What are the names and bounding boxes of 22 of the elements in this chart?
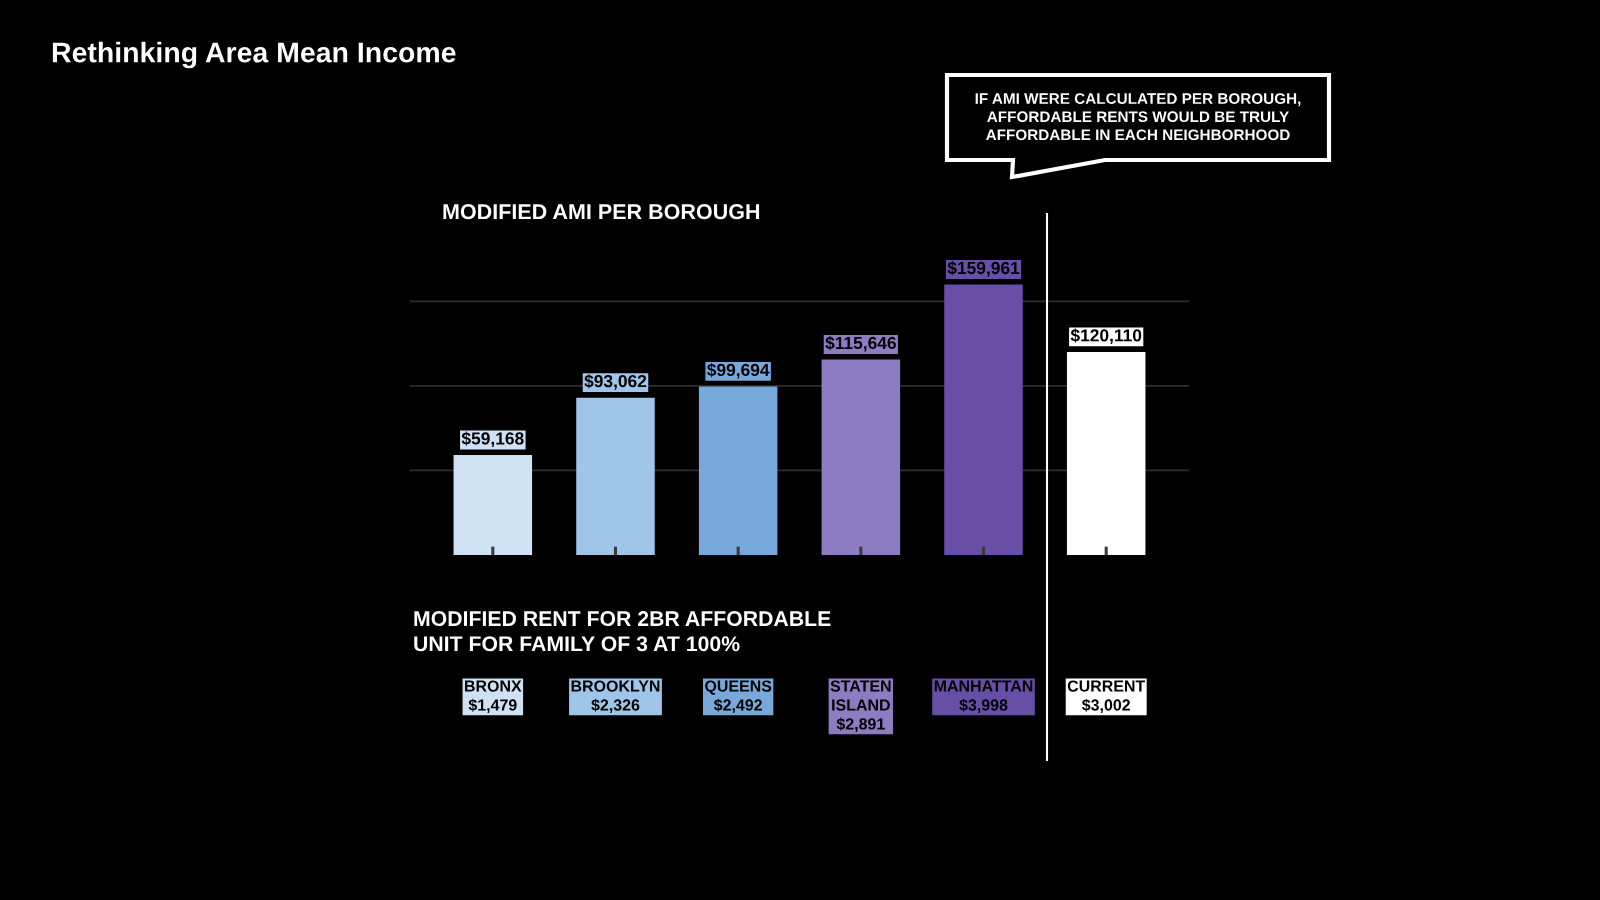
data-label: $99,694	[707, 363, 770, 379]
text: MODIFIED RENT FOR 2BR AFFORDABLE UNIT FOR FAMILY OF 3 AT 100%	[414, 611, 831, 652]
chart-title: Rethinking Area Mean Income	[52, 41, 456, 69]
x-tick-label: STATEN ISLAND $2,891	[830, 680, 891, 732]
data-label: $93,062	[584, 374, 647, 390]
x-tick-label: MANHATTAN $3,998	[934, 680, 1033, 713]
bar	[1066, 351, 1146, 555]
x-tick-label: CURRENT $3,002	[1067, 680, 1146, 713]
bar	[698, 386, 778, 555]
x-tick-label: BRONX $1,479	[465, 680, 522, 713]
data-label: $159,961	[947, 261, 1020, 277]
x-tick-label: QUEENS $2,492	[705, 680, 772, 713]
data-label: $59,168	[461, 431, 524, 448]
text: IF AMI WERE CALCULATED PER BOROUGH, AFFORDABLE RENTS WOULD BE TRULY AFFORDABLE IN EACH NEIGHBORHOOD	[975, 93, 1301, 141]
bar	[576, 397, 655, 555]
data-label: $115,646	[825, 336, 896, 352]
chart-subtitle: MODIFIED AMI PER BOROUGH	[443, 204, 760, 220]
bar	[821, 359, 901, 555]
bar	[453, 454, 533, 555]
x-tick-label: BROOKLYN $2,326	[571, 680, 660, 713]
data-label: $120,110	[1070, 328, 1142, 345]
bar	[944, 284, 1023, 555]
